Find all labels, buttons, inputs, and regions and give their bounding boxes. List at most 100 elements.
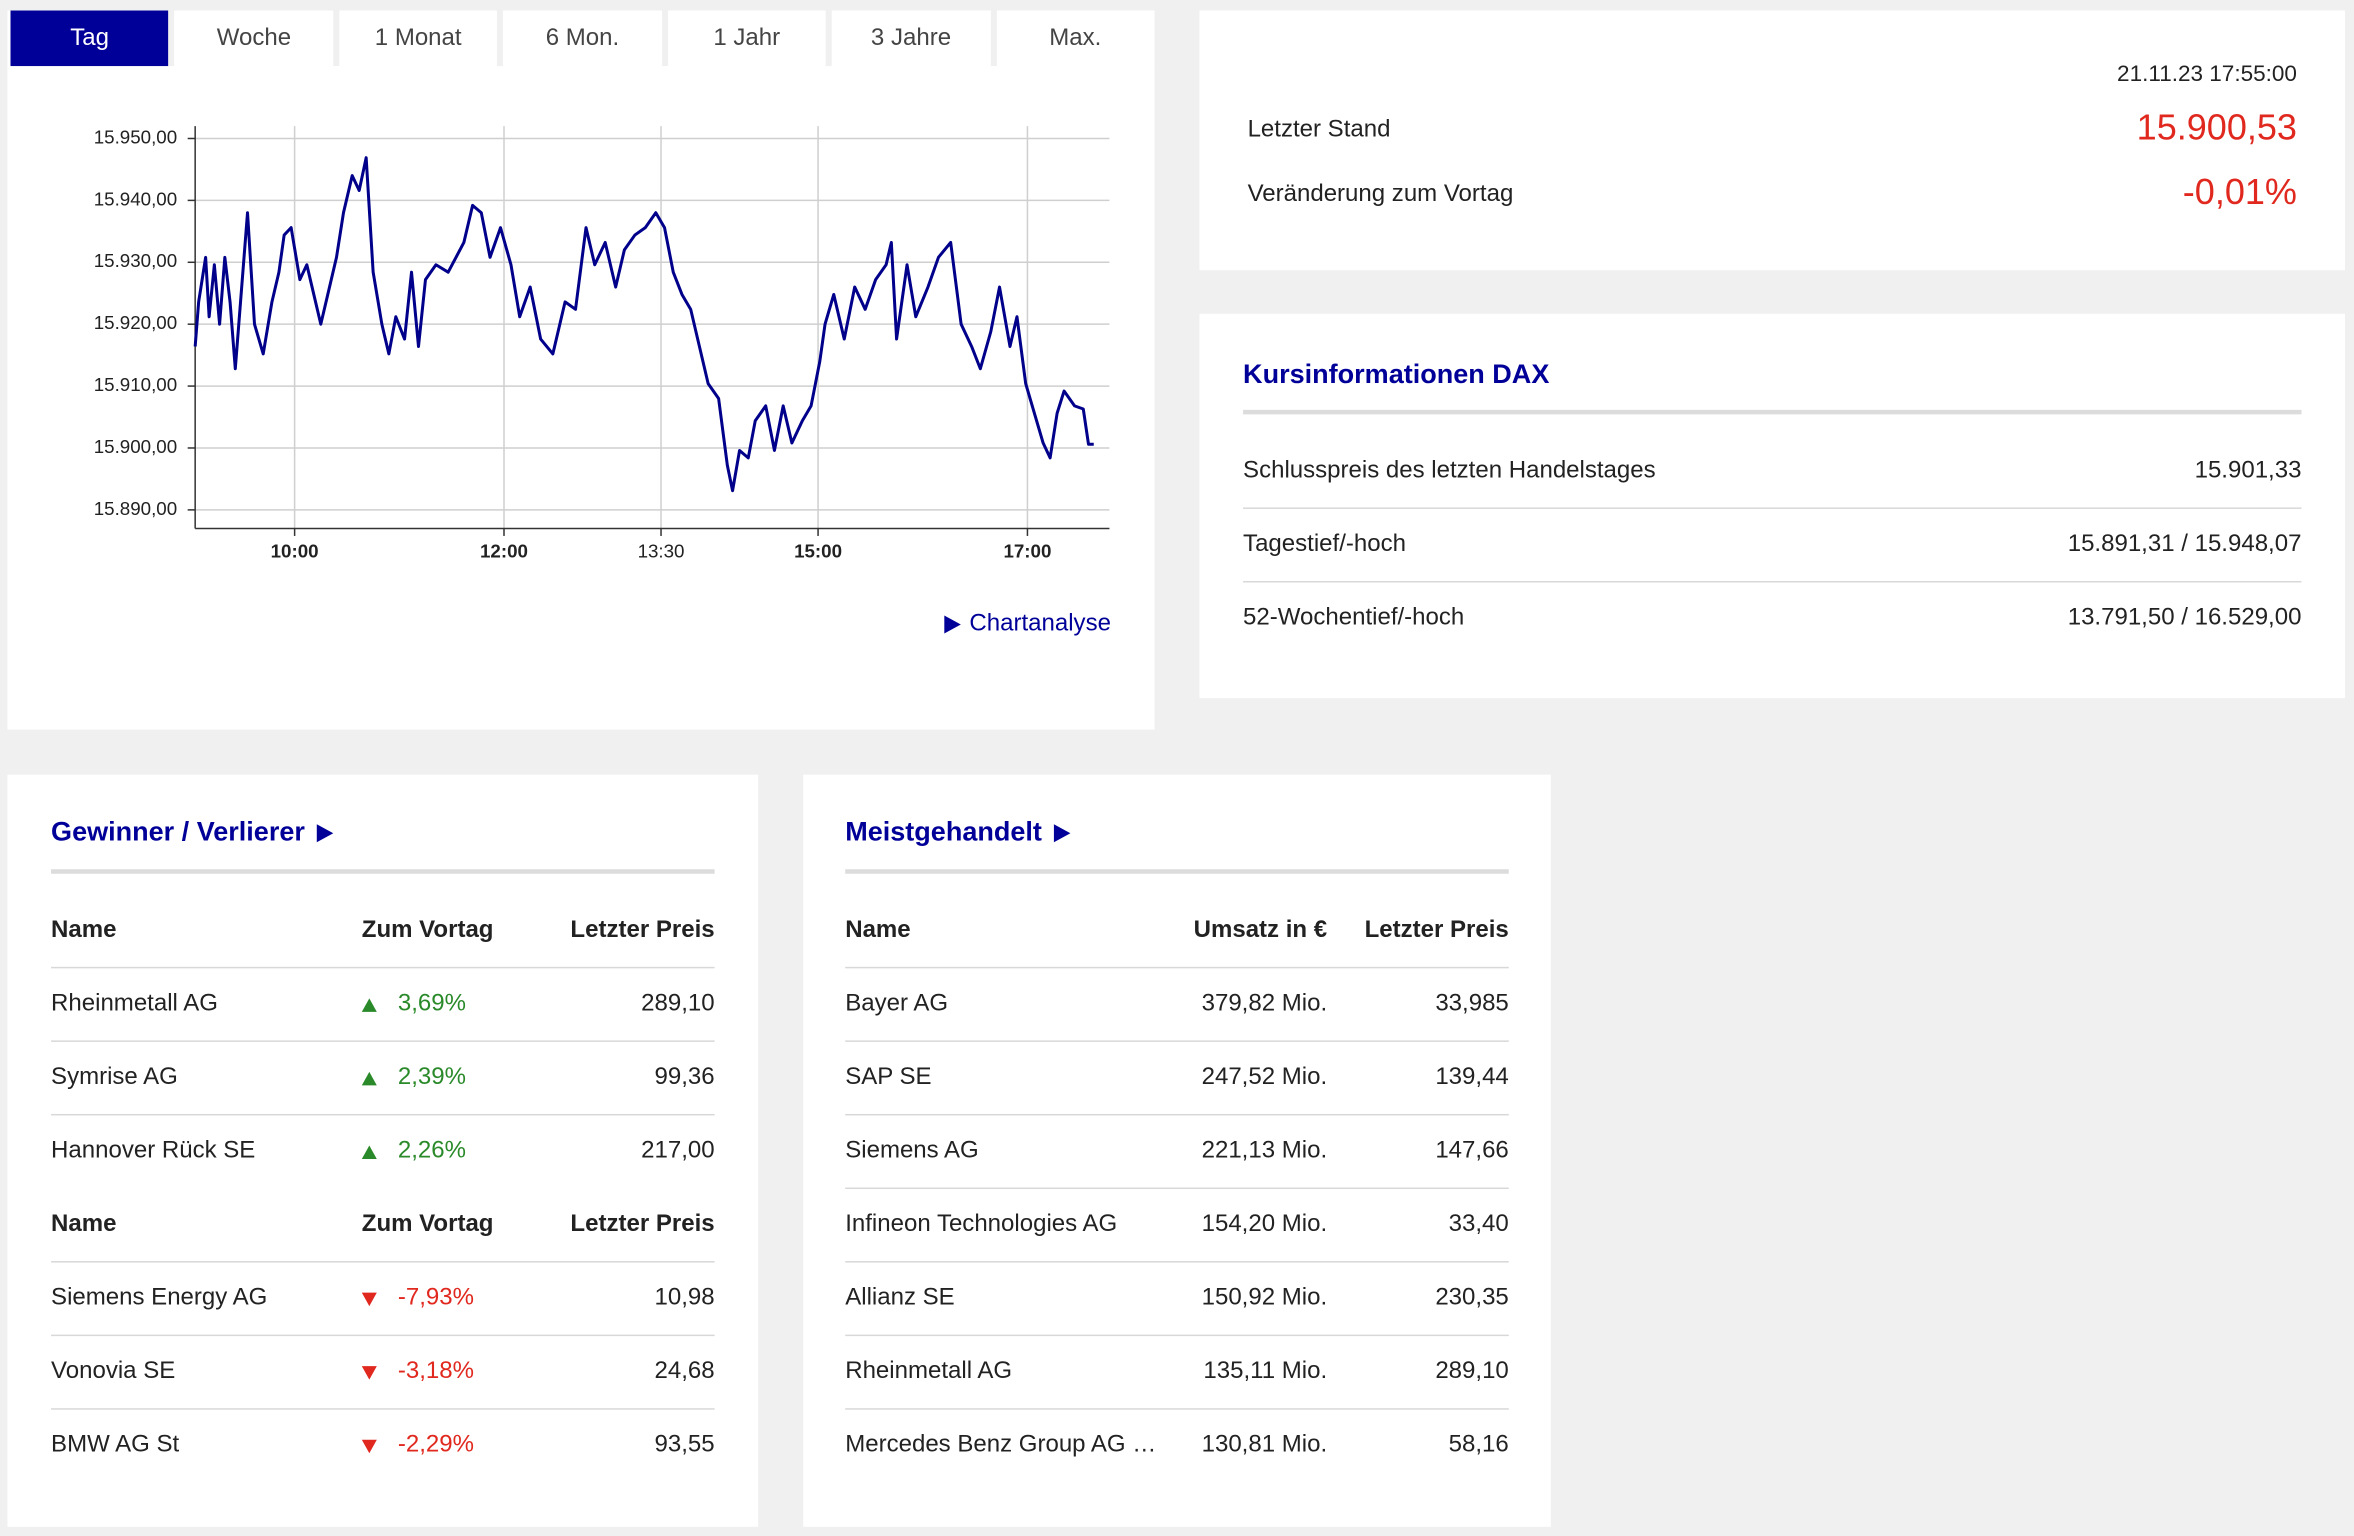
header-cell: Zum Vortag xyxy=(361,1210,494,1237)
info-title: Kursinformationen DAX xyxy=(1243,358,1550,389)
y-tick-label: 15.890,00 xyxy=(94,498,177,519)
title-rule xyxy=(51,869,715,874)
last-label: Letzter Stand xyxy=(1247,117,1391,143)
table-row: BMW AG St -2,29% 93,55 xyxy=(51,1408,715,1482)
movers-title[interactable]: Gewinner / Verlierer xyxy=(51,816,305,847)
x-tick-label: 12:00 xyxy=(480,540,528,561)
last-price: 289,10 xyxy=(641,990,715,1017)
arrow-icon xyxy=(943,615,961,634)
info-label: 52-Wochentief/-hoch xyxy=(1243,605,1465,631)
header-cell: Name xyxy=(51,916,117,943)
turnover: 221,13 Mio. xyxy=(1201,1137,1328,1164)
stock-name[interactable]: Symrise AG xyxy=(51,1064,178,1090)
table-row: Infineon Technologies AG 154,20 Mio. 33,40 xyxy=(845,1187,1509,1262)
up-arrow xyxy=(361,1144,377,1159)
table-header: Name Zum Vortag Letzter Preis xyxy=(51,1188,715,1262)
x-tick-label: 15:00 xyxy=(794,540,842,561)
quote-panel: 21.11.23 17:55:00 Letzter Stand 15.900,5… xyxy=(1199,10,2345,271)
stock-name[interactable]: SAP SE xyxy=(845,1064,932,1090)
change-cell: 2,39% xyxy=(361,1064,527,1091)
change-value: -0,01% xyxy=(2182,172,2297,214)
most-traded-heading[interactable]: Meistgehandelt xyxy=(845,816,1071,849)
table-row: Allianz SE 150,92 Mio. 230,35 xyxy=(845,1261,1509,1335)
arrow-icon xyxy=(1053,823,1071,842)
change-value: -7,93% xyxy=(397,1285,474,1311)
stock-name[interactable]: Rheinmetall AG xyxy=(51,990,218,1017)
tab-bar: Tag Woche 1 Monat 6 Mon. 1 Jahr 3 Jahre Max. xyxy=(10,10,1155,67)
info-label: Schlusspreis des letzten Handelstages xyxy=(1243,457,1656,483)
stock-name[interactable]: Allianz SE xyxy=(845,1285,955,1311)
change-label: Veränderung zum Vortag xyxy=(1247,181,1514,208)
down-arrow xyxy=(361,1291,377,1306)
stock-name[interactable]: BMW AG St xyxy=(51,1432,180,1458)
table-row: Rheinmetall AG 3,69% 289,10 xyxy=(51,966,715,1041)
tab[interactable]: 3 Jahre xyxy=(831,10,991,67)
title-rule xyxy=(845,869,1509,874)
stock-name[interactable]: Hannover Rück SE xyxy=(51,1137,256,1164)
table-row: SAP SE 247,52 Mio. 139,44 xyxy=(845,1040,1509,1114)
stock-name[interactable]: Vonovia SE xyxy=(51,1358,176,1385)
stock-name[interactable]: Mercedes Benz Group AG … xyxy=(845,1432,1157,1458)
info-panel: Kursinformationen DAX Schlusspreis des l… xyxy=(1199,313,2345,699)
info-row: Tagestief/-hoch 15.891,31 / 15.948,07 xyxy=(1243,507,2302,581)
table-row: Mercedes Benz Group AG … 130,81 Mio. 58,16 xyxy=(845,1408,1509,1482)
movers-heading[interactable]: Gewinner / Verlierer xyxy=(51,816,334,849)
most-traded-panel: Meistgehandelt Name Umsatz in € Letzter Pr… xyxy=(803,774,1551,1527)
last-price: 217,00 xyxy=(641,1137,715,1164)
x-tick-label: 13:30 xyxy=(638,540,685,561)
up-arrow xyxy=(361,997,377,1012)
change-value: 3,69% xyxy=(397,990,466,1017)
chart-analysis-link[interactable]: Chartanalyse xyxy=(943,611,1111,638)
turnover: 154,20 Mio. xyxy=(1201,1211,1328,1238)
change-cell: 3,69% xyxy=(361,990,527,1018)
info-row: 52-Wochentief/-hoch 13.791,50 / 16.529,00 xyxy=(1243,580,2302,655)
header-cell: Umsatz in € xyxy=(1193,916,1328,943)
table-row: Rheinmetall AG 135,11 Mio. 289,10 xyxy=(845,1334,1509,1409)
table-row: Vonovia SE -3,18% 24,68 xyxy=(51,1334,715,1409)
last-price: 139,44 xyxy=(1435,1064,1509,1090)
table-row: Hannover Rück SE 2,26% 217,00 xyxy=(51,1113,715,1188)
tab[interactable]: Max. xyxy=(996,10,1155,67)
turnover: 379,82 Mio. xyxy=(1201,990,1328,1017)
timestamp: 21.11.23 17:55:00 xyxy=(2117,61,2297,88)
info-value: 15.901,33 xyxy=(2194,457,2302,483)
link-text[interactable]: Chartanalyse xyxy=(969,611,1111,637)
header-cell: Name xyxy=(51,1210,117,1237)
info-label: Tagestief/-hoch xyxy=(1243,531,1406,557)
down-arrow xyxy=(361,1365,377,1379)
movers-panel: Gewinner / Verlierer Name Zum Vortag Letzt… xyxy=(7,774,759,1527)
header-cell: Letzter Preis xyxy=(570,1210,715,1237)
stock-name[interactable]: Bayer AG xyxy=(845,990,949,1017)
stock-name[interactable]: Infineon Technologies AG xyxy=(845,1211,1118,1238)
table-header: Name Zum Vortag Letzter Preis xyxy=(51,893,715,967)
x-tick-label: 10:00 xyxy=(271,540,319,561)
change-cell: -2,29% xyxy=(361,1432,527,1459)
title-rule xyxy=(1243,409,2302,415)
header-cell: Name xyxy=(845,916,911,943)
turnover: 135,11 Mio. xyxy=(1203,1358,1328,1385)
stock-name[interactable]: Siemens AG xyxy=(845,1137,979,1164)
last-price: 99,36 xyxy=(654,1064,715,1090)
arrow-icon xyxy=(316,823,334,842)
last-price: 147,66 xyxy=(1435,1137,1509,1164)
change-value: 2,39% xyxy=(397,1064,466,1090)
last-price: 58,16 xyxy=(1448,1432,1509,1458)
up-arrow xyxy=(361,1071,377,1085)
most-traded-title[interactable]: Meistgehandelt xyxy=(845,816,1042,847)
stock-name[interactable]: Siemens Energy AG xyxy=(51,1285,268,1311)
tab[interactable]: Tag xyxy=(10,10,169,67)
header-cell: Letzter Preis xyxy=(1364,916,1509,943)
tab[interactable]: 1 Monat xyxy=(339,10,498,67)
header-cell: Zum Vortag xyxy=(361,916,494,943)
info-value: 13.791,50 / 16.529,00 xyxy=(2067,605,2302,631)
tab[interactable]: Woche xyxy=(174,10,334,67)
table-row: Siemens Energy AG -7,93% 10,98 xyxy=(51,1261,715,1335)
stock-name[interactable]: Rheinmetall AG xyxy=(845,1358,1013,1385)
tab[interactable]: 6 Mon. xyxy=(503,10,662,67)
turnover: 150,92 Mio. xyxy=(1201,1285,1328,1311)
tab[interactable]: 1 Jahr xyxy=(667,10,826,67)
change-value: -2,29% xyxy=(397,1432,474,1458)
header-cell: Letzter Preis xyxy=(570,916,715,943)
